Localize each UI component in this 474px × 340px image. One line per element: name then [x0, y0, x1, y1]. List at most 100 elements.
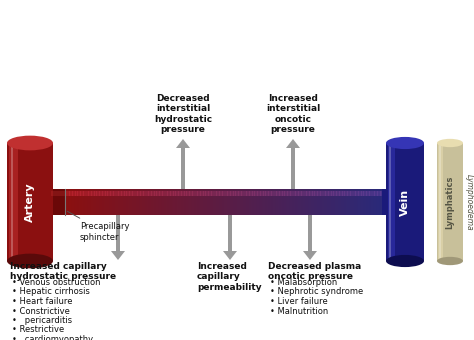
- Bar: [352, 191, 354, 196]
- Bar: [300, 189, 302, 215]
- Ellipse shape: [437, 257, 463, 265]
- Bar: [360, 191, 362, 196]
- Bar: [128, 189, 130, 215]
- Text: Increased
capillary
permeability: Increased capillary permeability: [197, 262, 262, 292]
- Bar: [221, 191, 223, 196]
- Bar: [115, 189, 117, 215]
- Bar: [123, 189, 125, 215]
- Bar: [235, 191, 237, 196]
- Bar: [199, 191, 201, 196]
- Bar: [74, 191, 76, 196]
- Bar: [350, 191, 353, 196]
- Text: • Malabsorption: • Malabsorption: [270, 278, 337, 287]
- Bar: [107, 191, 109, 196]
- Bar: [382, 189, 388, 215]
- Bar: [222, 191, 225, 196]
- Bar: [297, 191, 299, 196]
- Bar: [177, 189, 179, 215]
- Bar: [352, 189, 354, 215]
- Bar: [291, 189, 292, 215]
- Bar: [144, 191, 146, 196]
- Bar: [69, 191, 71, 196]
- Bar: [341, 191, 343, 196]
- Bar: [248, 189, 250, 215]
- Bar: [240, 191, 242, 196]
- Bar: [173, 189, 175, 215]
- Polygon shape: [223, 251, 237, 260]
- Bar: [272, 189, 273, 215]
- Bar: [94, 189, 97, 215]
- Bar: [281, 189, 283, 215]
- Bar: [325, 189, 327, 215]
- Bar: [196, 191, 198, 196]
- Bar: [137, 191, 139, 196]
- Bar: [146, 189, 149, 215]
- Text: Vein: Vein: [400, 188, 410, 216]
- Bar: [118, 189, 120, 215]
- Bar: [292, 189, 294, 215]
- Bar: [134, 191, 136, 196]
- Bar: [388, 143, 395, 261]
- Bar: [317, 189, 319, 215]
- Bar: [373, 189, 374, 215]
- Bar: [339, 191, 341, 196]
- Bar: [338, 189, 340, 215]
- Bar: [75, 189, 78, 215]
- Bar: [208, 191, 210, 196]
- Bar: [182, 191, 183, 196]
- Bar: [216, 189, 218, 215]
- Bar: [303, 189, 305, 215]
- Bar: [389, 143, 392, 261]
- Bar: [104, 189, 106, 215]
- Bar: [11, 143, 13, 261]
- Bar: [303, 191, 305, 196]
- Bar: [273, 191, 275, 196]
- Bar: [140, 189, 142, 215]
- Bar: [146, 191, 149, 196]
- Bar: [158, 189, 160, 215]
- Text: Increased
interstitial
oncotic
pressure: Increased interstitial oncotic pressure: [266, 94, 320, 134]
- Bar: [73, 189, 74, 215]
- Bar: [270, 189, 272, 215]
- Bar: [349, 191, 351, 196]
- Bar: [289, 189, 291, 215]
- Bar: [416, 143, 424, 261]
- Bar: [268, 191, 270, 196]
- Bar: [339, 189, 341, 215]
- Bar: [219, 189, 221, 215]
- Bar: [287, 191, 289, 196]
- Bar: [151, 189, 154, 215]
- Bar: [229, 189, 231, 215]
- Bar: [368, 189, 370, 215]
- Bar: [283, 191, 284, 196]
- Bar: [169, 189, 171, 215]
- Bar: [219, 191, 221, 196]
- Bar: [215, 189, 217, 215]
- Bar: [232, 189, 234, 215]
- Bar: [227, 189, 229, 215]
- Bar: [437, 143, 463, 261]
- Bar: [295, 191, 297, 196]
- Bar: [163, 189, 164, 215]
- Bar: [234, 189, 236, 215]
- Bar: [180, 191, 182, 196]
- Bar: [69, 189, 71, 215]
- Bar: [106, 191, 108, 196]
- Bar: [188, 189, 190, 215]
- Bar: [151, 191, 154, 196]
- Bar: [164, 189, 166, 215]
- Bar: [51, 189, 66, 215]
- Bar: [137, 189, 139, 215]
- Bar: [44, 143, 53, 261]
- Text: Artery: Artery: [25, 182, 35, 222]
- Bar: [237, 191, 239, 196]
- Bar: [75, 191, 78, 196]
- Bar: [246, 189, 248, 215]
- Bar: [243, 191, 245, 196]
- Bar: [93, 191, 95, 196]
- Bar: [274, 191, 277, 196]
- Bar: [246, 191, 248, 196]
- Bar: [131, 191, 133, 196]
- Bar: [188, 191, 190, 196]
- Bar: [148, 191, 150, 196]
